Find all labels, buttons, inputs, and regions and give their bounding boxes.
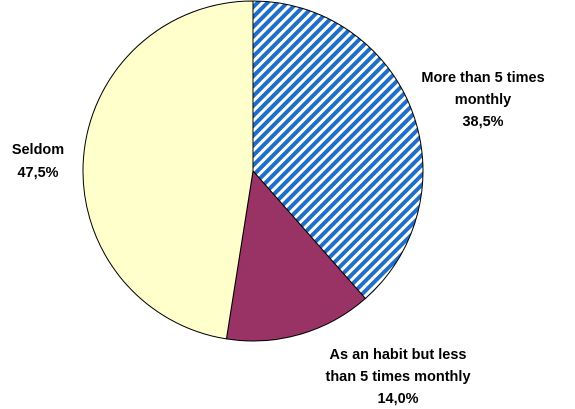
slice-label-habit-less-than-5-line2: than 5 times monthly (325, 369, 470, 385)
slice-value-more-than-5-times: 38,5% (462, 114, 503, 130)
pie-slices (82, 0, 424, 342)
slice-label-seldom: Seldom (12, 142, 64, 158)
slice-more-than-5-times (252, 0, 424, 300)
slice-label-more-than-5-times: More than 5 times (421, 70, 544, 86)
slice-value-habit-less-than-5: 14,0% (377, 391, 418, 407)
slice-value-seldom: 47,5% (17, 165, 58, 181)
slice-seldom (82, 0, 254, 340)
slice-label-habit-less-than-5: As an habit but less (330, 347, 467, 363)
slice-label-more-than-5-times-line2: monthly (455, 92, 511, 108)
slice-habit-less-than-5 (225, 169, 367, 342)
